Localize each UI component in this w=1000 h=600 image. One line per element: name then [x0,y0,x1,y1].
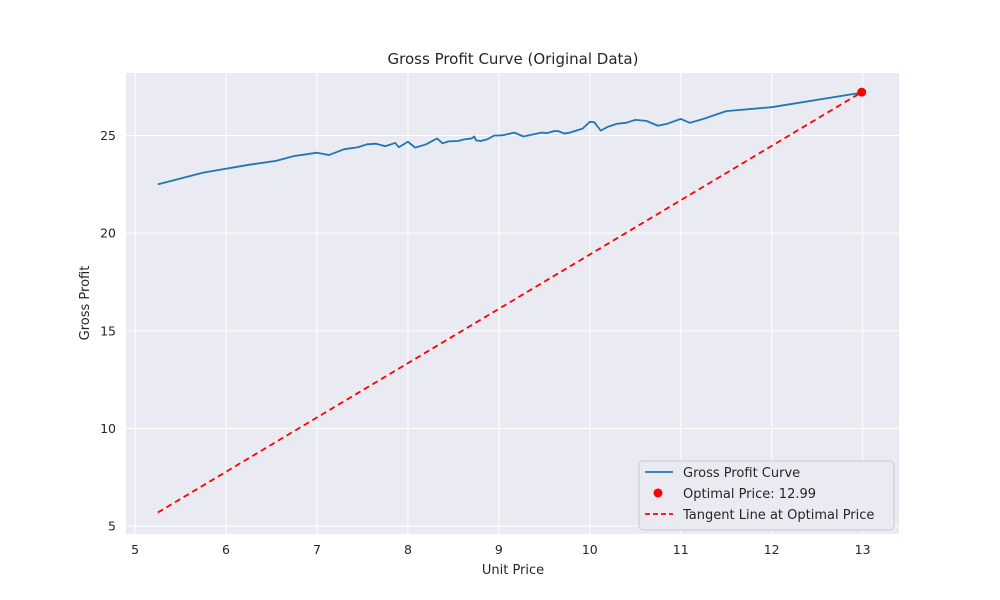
y-tick-label: 10 [100,421,116,436]
legend-box [638,460,895,531]
series-layer [157,87,867,514]
y-tick-label: 25 [100,128,116,143]
plot-area [126,73,899,534]
legend-swatch-optimal-price [653,488,663,498]
x-tick-label: 10 [582,542,598,557]
chart-title: Gross Profit Curve (Original Data) [388,50,639,68]
y-tick-label: 15 [100,323,116,338]
legend: Gross Profit Curve Optimal Price: 12.99 … [638,460,895,531]
x-tick-label: 11 [673,542,689,557]
x-tick-label: 9 [495,542,503,557]
legend-label-tangent-line: Tangent Line at Optimal Price [682,508,874,523]
series-line-tangent-line-at-optimal-price [157,91,863,514]
tick-labels: 5 6 7 8 9 10 11 12 13 5 10 15 20 25 [100,128,870,557]
y-tick-label: 20 [100,226,116,241]
x-tick-label: 12 [764,542,780,557]
x-tick-label: 7 [313,542,321,557]
series-line-gross-profit-curve [157,91,863,186]
optimal-price-point [857,87,867,97]
x-axis-label: Unit Price [482,563,544,578]
x-tick-label: 8 [404,542,412,557]
legend-label-gross-profit-curve: Gross Profit Curve [683,466,800,481]
x-tick-label: 6 [222,542,230,557]
y-tick-label: 5 [108,519,116,534]
y-axis-label: Gross Profit [78,266,93,341]
legend-label-optimal-price: Optimal Price: 12.99 [683,487,816,502]
x-tick-label: 13 [855,542,871,557]
x-tick-label: 5 [131,542,139,557]
grid-lines [126,73,899,534]
